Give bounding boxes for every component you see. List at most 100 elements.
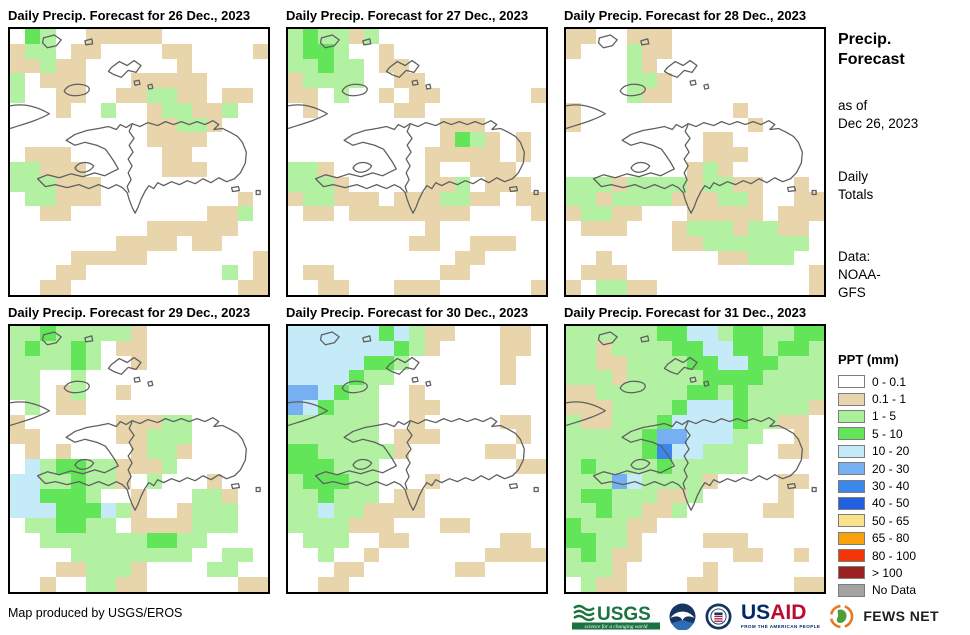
precip-cell (25, 176, 41, 192)
precip-cell (252, 385, 268, 400)
precip-cell (515, 29, 531, 44)
precip-cell (763, 102, 779, 118)
precip-cell (10, 429, 26, 445)
precip-cell (55, 191, 71, 207)
precip-cell (641, 73, 658, 89)
precip-cell (778, 429, 794, 445)
precip-cell (116, 206, 132, 222)
precip-cell (379, 265, 395, 281)
precip-cell (161, 117, 177, 133)
precip-cell (25, 355, 41, 371)
precip-cell (566, 132, 582, 148)
precip-cell (207, 102, 223, 118)
precip-cell (303, 340, 319, 356)
precip-cell (116, 577, 132, 592)
precip-cell (394, 280, 410, 295)
precip-cell (318, 250, 334, 266)
precip-cell (566, 458, 582, 474)
precip-cell (439, 43, 455, 59)
precip-cell (596, 265, 612, 281)
precip-cell (161, 265, 177, 281)
precip-cell (394, 206, 410, 222)
precip-cell (85, 518, 102, 533)
forecast-panel-31dec: Daily Precip. Forecast for 31 Dec., 2023 (564, 305, 828, 594)
precip-cell (500, 73, 516, 89)
precip-cell (85, 88, 102, 103)
precip-cell (101, 518, 117, 533)
precip-cell (672, 399, 688, 415)
precip-cell (10, 147, 26, 162)
precip-cell (252, 473, 268, 489)
precip-map (8, 27, 270, 297)
precip-cell (424, 176, 440, 192)
precip-cell (394, 429, 410, 445)
precip-cell (626, 370, 642, 386)
precip-cell (748, 562, 764, 578)
precip-cell (394, 503, 410, 519)
precip-cell (626, 399, 642, 415)
precip-cell (192, 147, 208, 162)
precip-cell (40, 340, 56, 356)
legend-swatch (838, 427, 865, 441)
precip-cell (101, 88, 117, 103)
precip-cell (808, 532, 824, 548)
precip-cell (25, 488, 41, 504)
precip-cell (161, 235, 177, 251)
precip-cell (222, 488, 238, 504)
precip-cell (207, 43, 223, 59)
precip-cell (363, 58, 380, 74)
precip-cell (515, 161, 531, 177)
precip-cell (131, 206, 147, 222)
precip-cell (687, 102, 703, 118)
legend-swatch (838, 496, 865, 510)
precip-cell (70, 385, 86, 400)
precip-cell (454, 73, 471, 89)
precip-cell (732, 221, 749, 236)
precip-cell (702, 235, 718, 251)
precip-cell (161, 532, 177, 548)
precip-cell (808, 444, 824, 459)
precip-cell (333, 161, 349, 177)
precip-cell (515, 414, 531, 430)
precip-cell (515, 370, 531, 386)
precip-cell (363, 73, 380, 89)
precip-cell (439, 340, 455, 356)
precip-cell (85, 132, 102, 148)
precip-cell (732, 355, 749, 371)
precip-cell (485, 503, 501, 519)
precip-cell (394, 385, 410, 400)
precip-cell (333, 117, 349, 133)
precip-cell (116, 429, 132, 445)
panel-title: Daily Precip. Forecast for 30 Dec., 2023 (286, 305, 529, 320)
precip-cell (424, 73, 440, 89)
precip-cell (146, 280, 162, 295)
precip-cell (409, 532, 425, 548)
precip-cell (530, 562, 546, 578)
precip-cell (424, 250, 440, 266)
precip-cell (409, 88, 425, 103)
precip-cell (70, 29, 86, 44)
precip-cell (581, 191, 597, 207)
precip-cell (116, 176, 132, 192)
precip-cell (288, 250, 304, 266)
precip-cell (596, 370, 612, 386)
precip-cell (237, 326, 253, 341)
precip-cell (10, 518, 26, 533)
precip-cell (318, 147, 334, 162)
precip-cell (348, 458, 364, 474)
precip-cell (379, 58, 395, 74)
precip-cell (500, 458, 516, 474)
precip-cell (288, 532, 304, 548)
precip-cell (237, 429, 253, 445)
precip-cell (40, 503, 56, 519)
precip-cell (288, 235, 304, 251)
precip-cell (702, 29, 718, 44)
precip-map (8, 324, 270, 594)
precip-cell (85, 102, 102, 118)
precip-cell (333, 250, 349, 266)
precip-cell (222, 161, 238, 177)
fews-net-logo: FEWS NET (863, 608, 939, 624)
precip-cell (318, 532, 334, 548)
precip-cell (485, 340, 501, 356)
precip-cell (763, 340, 779, 356)
